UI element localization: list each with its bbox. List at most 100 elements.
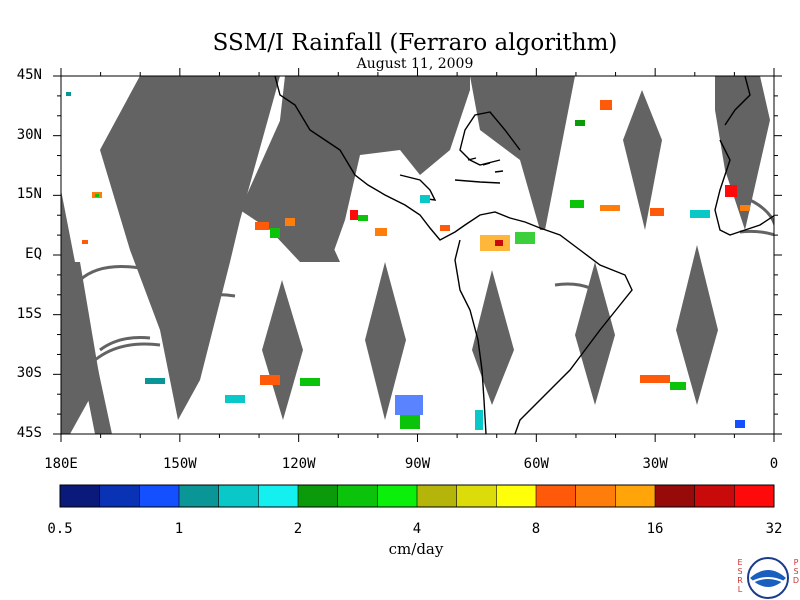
colorbar-swatch [575, 485, 616, 507]
swath-arcs [78, 198, 774, 362]
rain-cell [740, 205, 750, 211]
rain-cell [300, 378, 320, 386]
swath-gap [61, 262, 100, 434]
map-title: SSM/I Rainfall (Ferraro algorithm) [212, 30, 618, 56]
rain-cell [420, 195, 430, 203]
bahamas [467, 157, 504, 173]
americas-coast-east [274, 76, 633, 434]
rain-cell [66, 92, 71, 96]
colorbar-swatch [734, 485, 775, 507]
y-axis-label: 30N [16, 126, 42, 143]
y-axis-label: 15S [16, 305, 42, 322]
rain-cell [375, 228, 387, 236]
x-axis-label: 60W [523, 456, 549, 472]
swath-gap [262, 280, 303, 420]
rain-cell [475, 410, 483, 430]
rain-cell [600, 100, 612, 110]
colorbar-tick-label: 8 [531, 521, 541, 537]
swath-arc [189, 293, 236, 302]
colorbar-swatch [99, 485, 140, 507]
colorbar-tick-label: 32 [765, 521, 783, 537]
rain-cell [515, 232, 535, 244]
swath-gap [100, 76, 280, 420]
rain-cell [640, 375, 670, 383]
gulf-coast [459, 111, 521, 166]
africa-west-coast [714, 139, 774, 236]
colorbar-tick-label: 4 [412, 521, 422, 537]
rain-cell [670, 382, 686, 390]
colorbar-swatch [536, 485, 577, 507]
rain-cell [350, 210, 358, 220]
rain-cell [495, 240, 503, 246]
swath-arc [99, 336, 151, 352]
y-axis-label: 15N [16, 186, 42, 203]
south-america-west-coast [454, 239, 487, 434]
colorbar-swatch [60, 485, 101, 507]
x-axis-label: 0 [769, 456, 779, 472]
swath-gap [470, 76, 575, 230]
x-axis-label: 180E [44, 456, 78, 472]
rain-cell [225, 395, 245, 403]
map-area [61, 76, 774, 434]
colorbar-swatch [496, 485, 537, 507]
noaa-seal-icon [747, 557, 789, 599]
europe-coast [724, 76, 751, 126]
colorbar-tick-label: 1 [174, 521, 184, 537]
colorbar-swatch [298, 485, 339, 507]
no-data-swaths [61, 76, 770, 434]
x-axis-label: 150W [162, 456, 197, 472]
rain-cell [255, 222, 269, 230]
swath-arc [94, 342, 161, 362]
colorbar-swatch [655, 485, 696, 507]
colorbar-swatch [179, 485, 220, 507]
rain-cell [82, 240, 88, 244]
y-axis-label: 45N [16, 67, 42, 83]
swath-arc [739, 229, 774, 237]
colorbar-swatch [218, 485, 259, 507]
rain-cell [400, 415, 420, 429]
colorbar-swatch [337, 485, 378, 507]
rain-cell [260, 375, 280, 385]
x-axis-label: 30W [642, 456, 668, 472]
caribbean-islands [454, 179, 501, 184]
swath-gap [365, 262, 406, 420]
rain-cell [575, 120, 585, 126]
rain-cell [735, 420, 745, 428]
colorbar-swatch [456, 485, 497, 507]
rain-cell [395, 395, 423, 415]
y-axis-label: 45S [16, 425, 42, 441]
rain-cell [600, 205, 620, 211]
colorbar-swatch [258, 485, 299, 507]
rain-cell [570, 200, 584, 208]
rainfall-echoes [66, 92, 750, 430]
swath-gap [575, 262, 615, 405]
swath-gap [715, 76, 770, 230]
swath-arc [78, 265, 141, 282]
swath-gap [676, 245, 718, 405]
colorbar-swatch [377, 485, 418, 507]
x-axis-label: 90W [404, 456, 431, 472]
rain-cell [145, 378, 165, 384]
colorbar-swatch [694, 485, 735, 507]
swath-arc [554, 282, 591, 290]
rain-cell [95, 194, 99, 197]
colorbar-tick-label: 0.5 [47, 521, 73, 537]
rain-cell [285, 218, 295, 226]
rain-cell [270, 228, 280, 238]
colorbar-units: cm/day [388, 540, 444, 558]
rain-cell [725, 185, 737, 197]
rain-cell [440, 225, 450, 231]
map-date: August 11, 2009 [356, 56, 474, 72]
y-axis-label: 30S [16, 365, 42, 382]
colorbar-tick-label: 16 [646, 521, 664, 537]
y-axis-label: EQ [25, 246, 42, 262]
swath-arc [749, 198, 774, 226]
rain-cell [690, 210, 710, 218]
colorbar-tick-label: 2 [293, 521, 303, 537]
swath-gap [623, 90, 662, 230]
rain-cell [650, 208, 664, 216]
